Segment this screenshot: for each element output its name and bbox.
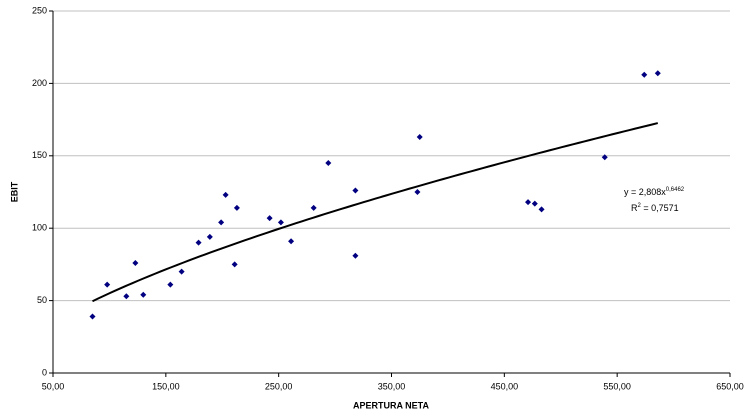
r-value: = 0,7571 bbox=[641, 203, 679, 213]
data-point bbox=[167, 281, 174, 288]
data-point bbox=[195, 239, 202, 246]
x-tick-label: 50,00 bbox=[42, 381, 65, 391]
x-tick-label: 650,00 bbox=[716, 381, 744, 391]
data-point bbox=[325, 160, 332, 167]
data-point bbox=[123, 293, 130, 300]
data-point bbox=[414, 189, 421, 195]
data-point bbox=[538, 206, 545, 213]
data-point bbox=[654, 70, 661, 77]
data-point bbox=[132, 259, 139, 266]
data-point bbox=[266, 215, 273, 222]
data-point bbox=[288, 238, 295, 245]
x-tick-label: 350,00 bbox=[378, 381, 406, 391]
data-point bbox=[277, 219, 284, 226]
data-point bbox=[104, 281, 111, 288]
data-point bbox=[222, 191, 229, 198]
trendline bbox=[92, 122, 659, 303]
x-tick-label: 150,00 bbox=[152, 381, 180, 391]
y-tick-label: 150 bbox=[32, 150, 47, 160]
r-text: R bbox=[631, 203, 638, 213]
data-point bbox=[140, 291, 147, 298]
data-point bbox=[531, 200, 538, 207]
equation-exponent: 0,6462 bbox=[666, 187, 685, 193]
x-tick-label: 550,00 bbox=[603, 381, 631, 391]
data-point bbox=[310, 204, 317, 211]
y-tick-label: 0 bbox=[42, 367, 47, 377]
data-point bbox=[178, 268, 185, 275]
y-tick-label: 200 bbox=[32, 78, 47, 88]
data-point bbox=[525, 199, 532, 206]
y-tick-label: 100 bbox=[32, 223, 47, 233]
data-point bbox=[416, 133, 423, 140]
data-point bbox=[231, 261, 238, 268]
y-tick-label: 50 bbox=[37, 295, 47, 305]
x-tick-label: 250,00 bbox=[265, 381, 293, 391]
x-tick-label: 450,00 bbox=[491, 381, 519, 391]
equation-text: y = 2,808x bbox=[624, 187, 666, 197]
x-axis-title: APERTURA NETA bbox=[353, 400, 429, 410]
data-point bbox=[206, 233, 213, 240]
data-point bbox=[641, 71, 648, 78]
trendline-equation: y = 2,808x0,6462 bbox=[624, 187, 685, 198]
data-point bbox=[233, 204, 240, 211]
data-point bbox=[352, 252, 359, 259]
y-tick-label: 250 bbox=[32, 5, 47, 15]
trendline-r2: R2 = 0,7571 bbox=[631, 203, 679, 214]
y-axis-title: EBIT bbox=[9, 181, 19, 202]
data-point bbox=[352, 187, 359, 194]
r-exponent: 2 bbox=[638, 203, 642, 209]
data-point bbox=[89, 313, 96, 320]
data-point bbox=[218, 219, 225, 226]
data-point bbox=[601, 154, 608, 161]
